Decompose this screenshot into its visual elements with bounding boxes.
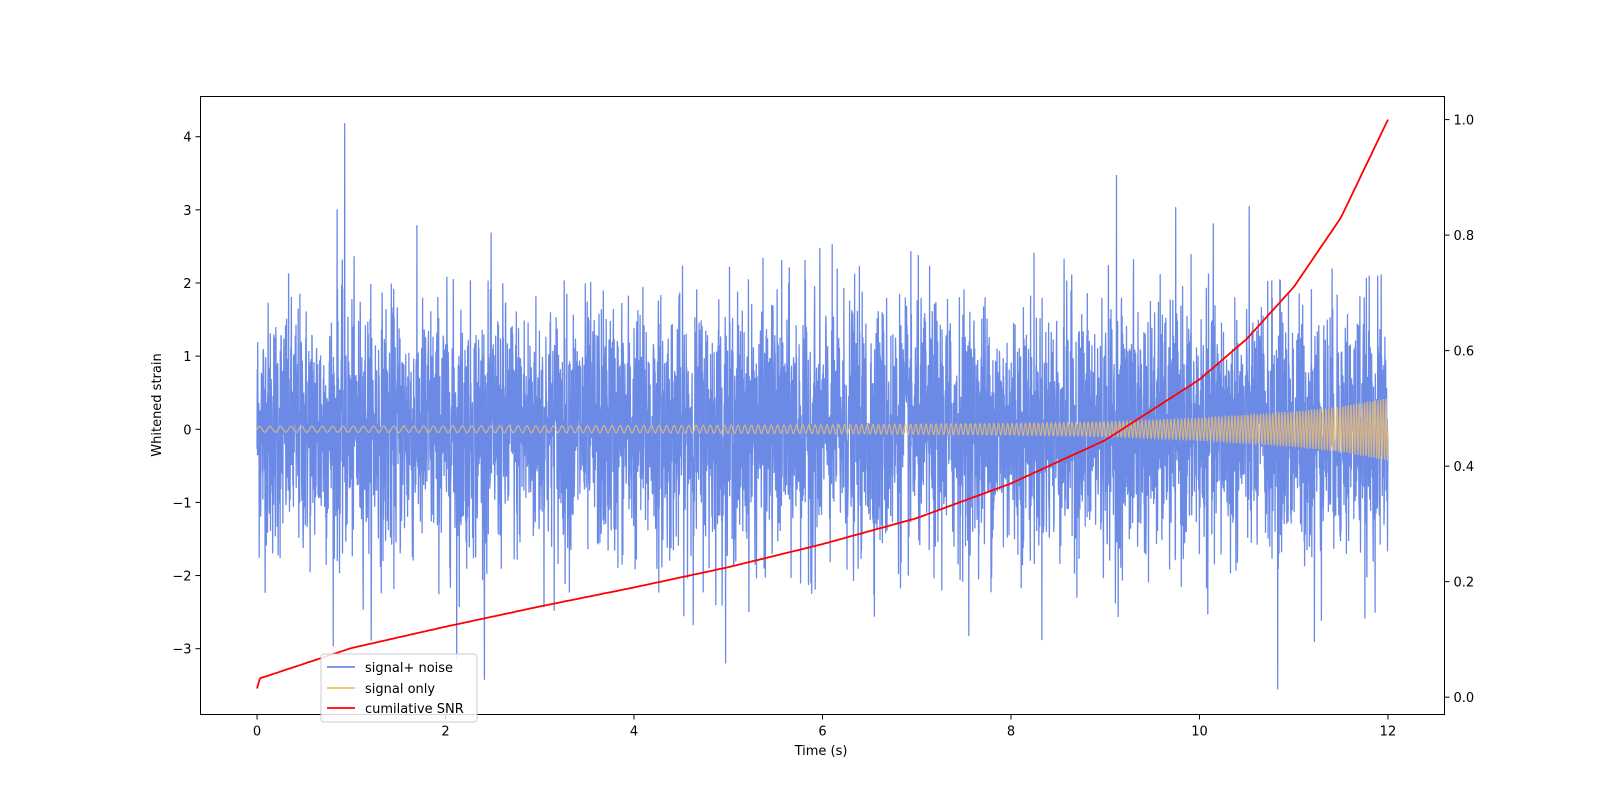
- x-tick-label: 12: [1380, 725, 1397, 740]
- y-axis-right: 1.0 0.8 0.6 0.4 0.2 0.0: [1444, 114, 1475, 706]
- x-tick-label: 8: [1007, 725, 1015, 740]
- y-tick-label: 4: [183, 131, 191, 146]
- y-tick-label: 3: [183, 204, 191, 219]
- x-axis-label: Time (s): [794, 744, 848, 759]
- x-tick-label: 0: [253, 725, 261, 740]
- signal-noise-series: [256, 122, 1389, 690]
- x-tick-label: 10: [1191, 725, 1208, 740]
- y-tick-label: 1: [183, 350, 191, 365]
- legend-box: [320, 653, 478, 723]
- y2-tick-label: 0.8: [1454, 229, 1475, 244]
- y2-tick-label: 1.0: [1454, 114, 1475, 129]
- legend: signal+ noise signal only cumilative SNR: [320, 653, 478, 723]
- legend-label-signal-only: signal only: [365, 682, 435, 697]
- y-tick-label: −2: [172, 570, 191, 585]
- y-tick-label: −3: [172, 643, 191, 658]
- x-axis: 0 2 4 6 8 10 12: [253, 714, 1397, 740]
- x-tick-label: 4: [630, 725, 638, 740]
- cumulative-snr-line: [256, 119, 1389, 689]
- y-axis-label: Whitened strain: [150, 353, 165, 456]
- y-axis-left: 4 3 2 1 0 −1 −2 −3: [172, 131, 201, 658]
- y2-tick-label: 0.6: [1454, 345, 1475, 360]
- cumulative-snr-series: [256, 119, 1389, 689]
- signal-only-line: [256, 398, 1389, 462]
- signal-only-series: [256, 398, 1389, 462]
- y2-tick-label: 0.0: [1454, 691, 1475, 706]
- x-tick-label: 6: [818, 725, 826, 740]
- x-tick-label: 2: [441, 725, 449, 740]
- legend-label-cumulative-snr: cumilative SNR: [365, 702, 464, 717]
- y-tick-label: −1: [172, 496, 191, 511]
- y2-tick-label: 0.4: [1454, 460, 1475, 475]
- signal-noise-line: [256, 122, 1389, 690]
- y-tick-label: 2: [183, 277, 191, 292]
- y2-tick-label: 0.2: [1454, 576, 1475, 591]
- legend-label-signal-noise: signal+ noise: [365, 661, 453, 676]
- y-tick-label: 0: [183, 423, 191, 438]
